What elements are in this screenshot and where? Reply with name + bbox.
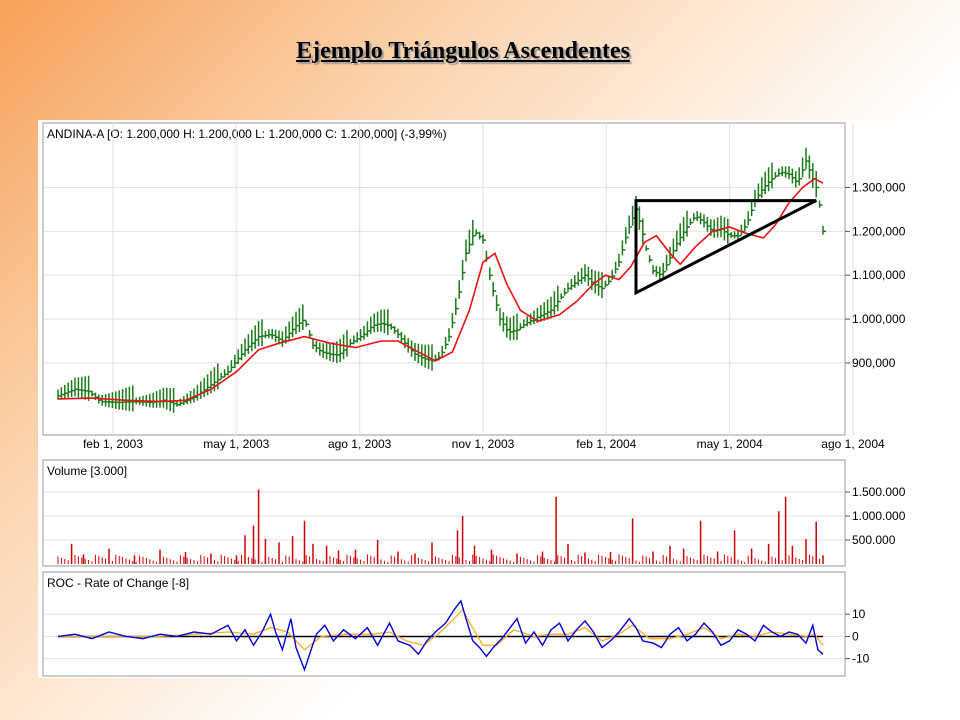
chart-canvas: ANDINA-A [O: 1.200,000 H: 1.200,000 L: 1… (42, 122, 906, 677)
volume-panel (42, 459, 846, 567)
slide-title: Ejemplo Triángulos Ascendentes (296, 38, 630, 64)
roc-series (57, 599, 824, 672)
price-y-tick-label: 1.300,000 (852, 180, 906, 194)
roc-y-axis: 10 0 -10 (845, 607, 870, 666)
price-y-tick-label: 1.200,000 (852, 224, 906, 238)
price-x-tick-label: ago 1, 2003 (328, 437, 392, 451)
volume-panel-title: Volume [3.000] (47, 464, 127, 478)
price-y-tick-label: 1.000,000 (852, 312, 906, 326)
price-x-tick-label: ago 1, 2004 (821, 437, 885, 451)
roc-y-tick-label: 10 (852, 607, 866, 621)
triangle-outline (634, 199, 817, 296)
roc-y-tick-label: 0 (852, 629, 859, 643)
roc-panel-title: ROC - Rate of Change [-8] (47, 576, 189, 590)
stock-chart: ANDINA-A [O: 1.200,000 H: 1.200,000 L: 1… (38, 120, 928, 678)
price-y-tick-label: 900,000 (852, 356, 896, 370)
volume-y-tick-label: 500.000 (852, 533, 896, 547)
moving-average-line (57, 177, 824, 403)
volume-grid (43, 491, 845, 541)
ascending-triangle (634, 199, 817, 296)
price-panel-title: ANDINA-A [O: 1.200,000 H: 1.200,000 L: 1… (47, 127, 447, 141)
price-x-tick-label: feb 1, 2004 (576, 437, 636, 451)
volume-y-tick-label: 1.500.000 (852, 485, 906, 499)
volume-y-tick-label: 1.000.000 (852, 509, 906, 523)
volume-series (57, 489, 824, 564)
roc-y-tick-label: -10 (852, 652, 870, 666)
price-x-axis: feb 1, 2003 may 1, 2003 ago 1, 2003 nov 1, … (83, 437, 885, 451)
price-series (57, 147, 826, 413)
price-y-axis: 900,000 1.000,000 1.100,000 1.200,000 1.300,… (845, 180, 906, 370)
roc-line (57, 599, 824, 672)
moving-average-series (57, 177, 824, 403)
roc-signal-line (58, 608, 824, 651)
price-x-tick-label: may 1, 2003 (203, 437, 269, 451)
price-x-tick-label: feb 1, 2003 (83, 437, 143, 451)
price-x-tick-label: nov 1, 2003 (452, 437, 515, 451)
price-y-tick-label: 1.100,000 (852, 268, 906, 282)
price-panel (42, 122, 846, 436)
volume-y-axis: 1.500.000 1.000.000 500.000 (845, 485, 906, 547)
price-grid (43, 123, 854, 435)
price-x-tick-label: may 1, 2004 (697, 437, 763, 451)
